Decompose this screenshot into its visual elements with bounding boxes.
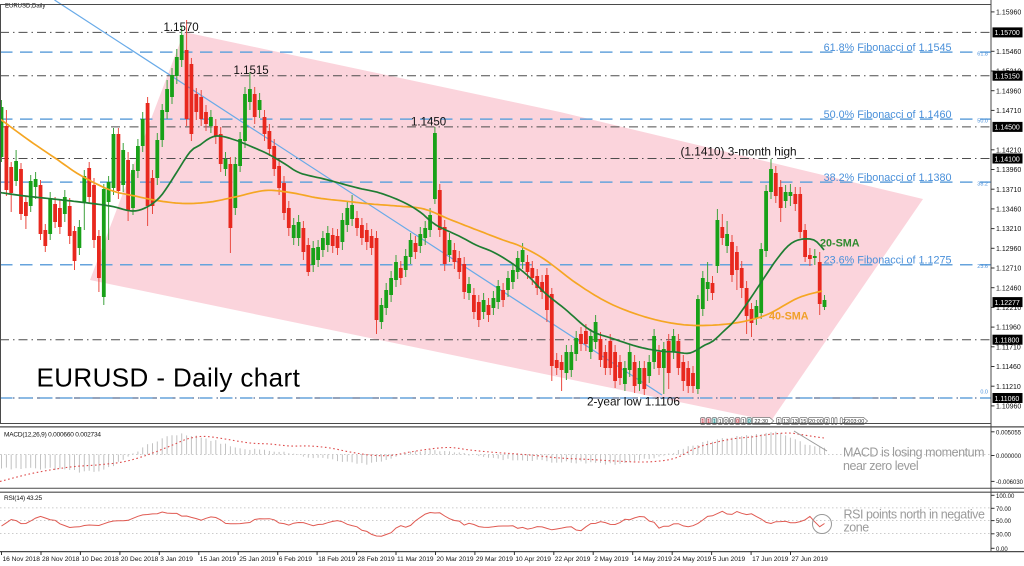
- svg-text:1.11210: 1.11210: [996, 384, 1021, 391]
- svg-text:1.1515: 1.1515: [234, 65, 269, 77]
- svg-text:3 Jan 2019: 3 Jan 2019: [160, 556, 193, 563]
- svg-text:zone: zone: [844, 521, 870, 535]
- svg-text:27 Jun 2019: 27 Jun 2019: [792, 556, 829, 563]
- svg-text:0: 0: [730, 419, 733, 425]
- svg-text:10 Dec 2018: 10 Dec 2018: [81, 556, 119, 563]
- svg-text:28 Feb 2019: 28 Feb 2019: [358, 556, 395, 563]
- svg-text:-0.006030: -0.006030: [996, 480, 1024, 486]
- svg-text:29 Mar 2019: 29 Mar 2019: [476, 556, 513, 563]
- svg-text:11 Mar 2019: 11 Mar 2019: [397, 556, 434, 563]
- svg-text:1: 1: [707, 419, 710, 425]
- svg-text:2 May 2019: 2 May 2019: [594, 556, 629, 563]
- svg-text:50.00: 50.00: [996, 519, 1012, 525]
- svg-text:1: 1: [713, 419, 716, 425]
- svg-text:22|03:00: 22|03:00: [843, 419, 864, 425]
- svg-text:40-SMA: 40-SMA: [769, 311, 809, 323]
- svg-text:RSI points north in negative: RSI points north in negative: [844, 508, 985, 522]
- svg-text:1: 1: [719, 419, 722, 425]
- svg-text:1.13710: 1.13710: [996, 187, 1021, 194]
- svg-text:0.000000: 0.000000: [996, 454, 1022, 460]
- svg-text:61.8: 61.8: [977, 51, 988, 57]
- svg-text:50.0: 50.0: [977, 118, 988, 124]
- svg-text:1.14100: 1.14100: [995, 156, 1020, 163]
- svg-text:13: 13: [783, 419, 789, 425]
- svg-text:14 May 2019: 14 May 2019: [634, 556, 672, 563]
- svg-text:10 Apr 2019: 10 Apr 2019: [515, 556, 551, 563]
- svg-text:MACD is losing momentum: MACD is losing momentum: [843, 446, 984, 460]
- svg-text:1.15460: 1.15460: [996, 49, 1021, 56]
- svg-text:1.12960: 1.12960: [996, 246, 1021, 253]
- svg-text:23.6% Fibonacci of 1.1275: 23.6% Fibonacci of 1.1275: [824, 255, 952, 267]
- svg-text:1.1450: 1.1450: [411, 116, 446, 128]
- svg-text:1.14500: 1.14500: [995, 125, 1020, 132]
- svg-text:0: 0: [724, 419, 727, 425]
- svg-text:1.11060: 1.11060: [995, 396, 1020, 403]
- svg-text:MACD(12,26,9) 0.000660 0.00273: MACD(12,26,9) 0.000660 0.002734: [4, 432, 101, 439]
- svg-text:50.0% Fibonacci of 1.1460: 50.0% Fibonacci of 1.1460: [824, 109, 952, 121]
- svg-text:22:30: 22:30: [754, 419, 768, 425]
- svg-text:0.0: 0.0: [980, 390, 988, 396]
- svg-text:1.12277: 1.12277: [995, 300, 1020, 307]
- svg-text:1: 1: [701, 419, 704, 425]
- svg-text:1.10960: 1.10960: [996, 404, 1021, 411]
- svg-text:24 May 2019: 24 May 2019: [673, 556, 711, 563]
- svg-text:1.14710: 1.14710: [996, 108, 1021, 115]
- svg-text:1.14210: 1.14210: [996, 147, 1021, 154]
- svg-text:1.14960: 1.14960: [996, 88, 1021, 95]
- svg-text:1.15700: 1.15700: [995, 30, 1020, 37]
- svg-text:1.12210: 1.12210: [996, 305, 1021, 312]
- svg-text:20 Dec 2018: 20 Dec 2018: [121, 556, 159, 563]
- svg-text:5 Jun 2019: 5 Jun 2019: [713, 556, 746, 563]
- svg-text:61.8% Fibonacci of 1.1545: 61.8% Fibonacci of 1.1545: [824, 42, 952, 54]
- svg-text:EURUSD,Daily: EURUSD,Daily: [5, 4, 45, 10]
- svg-text:38.2: 38.2: [977, 181, 988, 187]
- svg-text:22 Apr 2019: 22 Apr 2019: [555, 556, 591, 563]
- svg-text:6 Feb 2019: 6 Feb 2019: [279, 556, 313, 563]
- svg-text:1.13960: 1.13960: [996, 167, 1021, 174]
- svg-text:1: 1: [742, 419, 745, 425]
- svg-text:15: 15: [800, 419, 806, 425]
- svg-text:(1.1410) 3-month high: (1.1410) 3-month high: [681, 145, 797, 159]
- svg-text:near zero level: near zero level: [843, 459, 918, 473]
- svg-text:13: 13: [792, 419, 798, 425]
- svg-text:0: 0: [748, 419, 751, 425]
- svg-text:1.13460: 1.13460: [996, 207, 1021, 214]
- svg-text:1.11960: 1.11960: [996, 325, 1021, 332]
- svg-text:25 Jan 2019: 25 Jan 2019: [239, 556, 276, 563]
- svg-text:2: 2: [825, 419, 828, 425]
- svg-text:1.11460: 1.11460: [996, 364, 1021, 371]
- svg-text:18 Feb 2019: 18 Feb 2019: [318, 556, 355, 563]
- svg-text:RSI(14) 43.25: RSI(14) 43.25: [4, 495, 42, 502]
- svg-text:1.13210: 1.13210: [996, 226, 1021, 233]
- svg-text:15 Jan 2019: 15 Jan 2019: [200, 556, 237, 563]
- svg-text:1.11710: 1.11710: [996, 344, 1021, 351]
- svg-text:EURUSD - Daily chart: EURUSD - Daily chart: [37, 363, 301, 393]
- svg-text:16 Nov 2018: 16 Nov 2018: [3, 556, 41, 563]
- svg-text:23.6: 23.6: [977, 264, 988, 270]
- svg-text:1: 1: [777, 419, 780, 425]
- svg-text:20-SMA: 20-SMA: [820, 238, 860, 250]
- svg-text:38.2% Fibonacci of 1.1380: 38.2% Fibonacci of 1.1380: [824, 172, 952, 184]
- svg-text:0: 0: [736, 419, 739, 425]
- svg-text:20 Mar 2019: 20 Mar 2019: [437, 556, 474, 563]
- svg-text:28 Nov 2018: 28 Nov 2018: [42, 556, 80, 563]
- svg-text:1.15150: 1.15150: [995, 74, 1020, 81]
- svg-text:2-year low 1.1106: 2-year low 1.1106: [587, 394, 680, 408]
- svg-text:70.00: 70.00: [996, 507, 1012, 513]
- svg-text:1.15960: 1.15960: [996, 10, 1021, 17]
- svg-text:1.12460: 1.12460: [996, 285, 1021, 292]
- svg-text:100.00: 100.00: [996, 494, 1015, 500]
- svg-text:30.00: 30.00: [996, 532, 1012, 538]
- svg-text:1.1570: 1.1570: [164, 22, 199, 34]
- svg-text:1.11800: 1.11800: [995, 338, 1020, 345]
- svg-text:0.005055: 0.005055: [996, 430, 1022, 436]
- svg-text:17 Jun 2019: 17 Jun 2019: [752, 556, 789, 563]
- svg-text:0.00: 0.00: [996, 547, 1008, 553]
- svg-text:1.12710: 1.12710: [996, 266, 1021, 273]
- svg-text:20:00: 20:00: [809, 419, 823, 425]
